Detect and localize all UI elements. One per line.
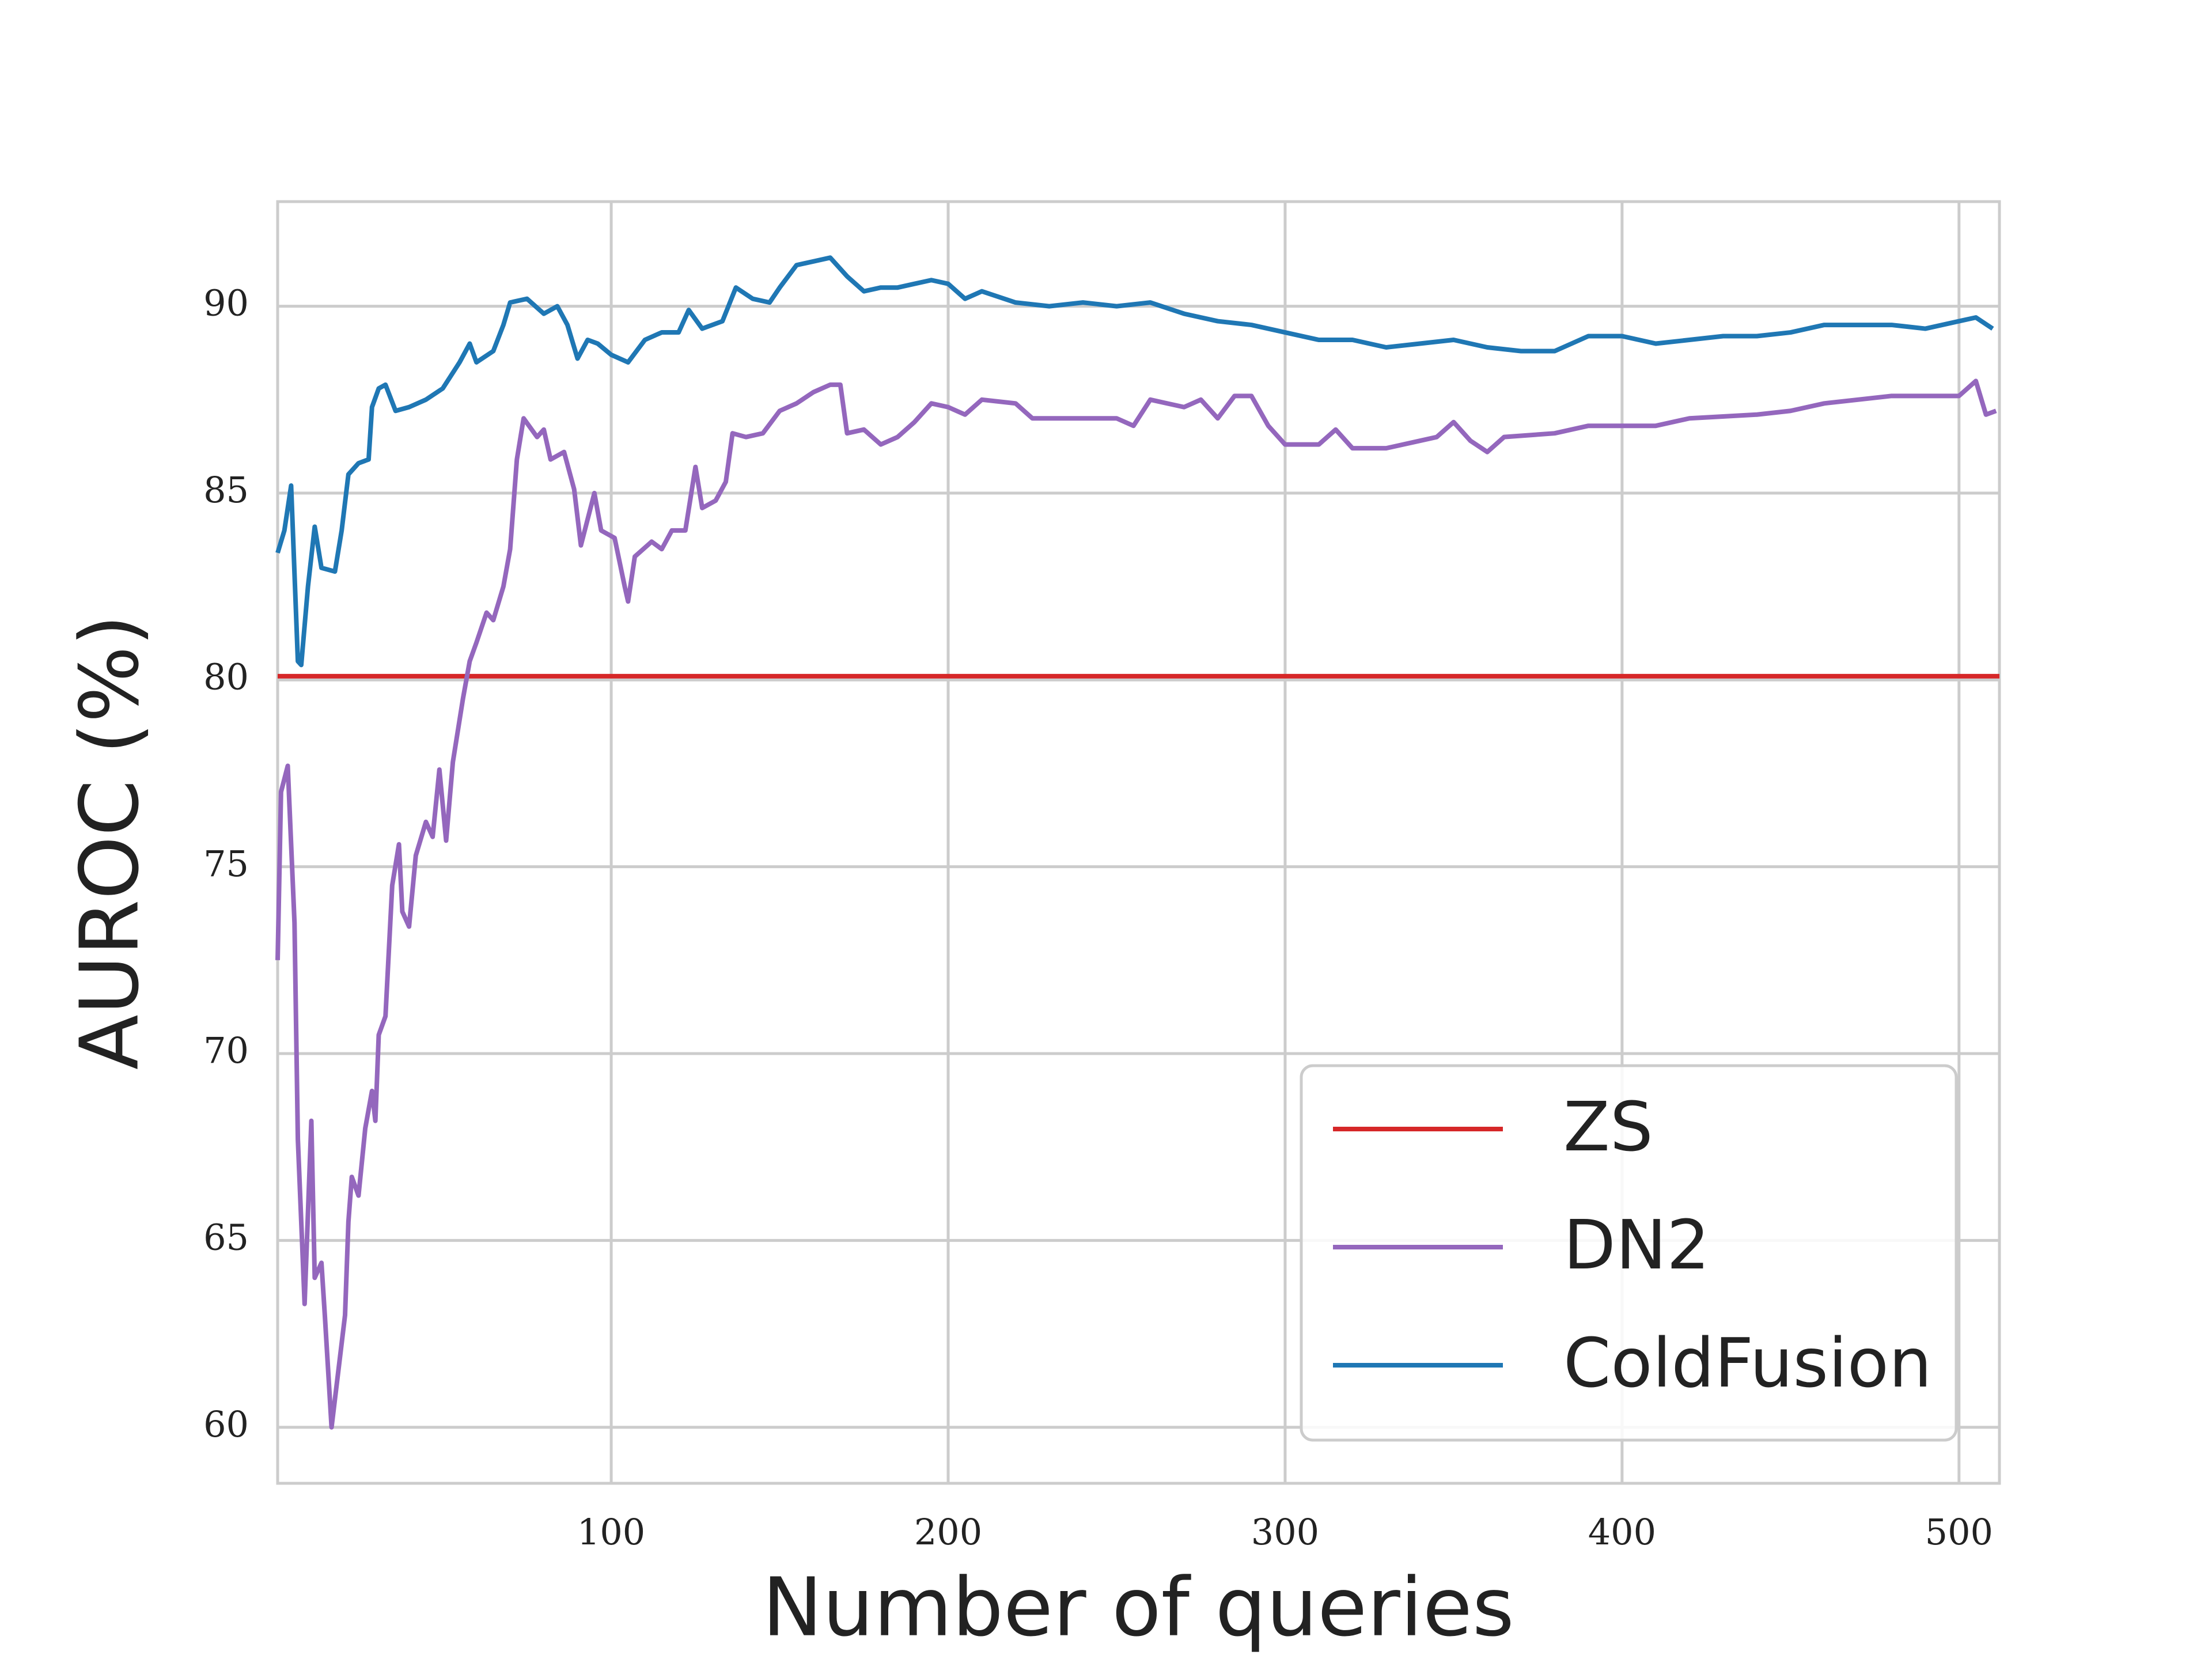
x-tick-label: 200 [914,1511,982,1553]
y-tick-label: 90 [203,282,249,324]
legend-box [1300,1064,1958,1442]
data-line [275,378,1997,1430]
data-line [275,255,1994,668]
y-tick-label: 85 [203,469,249,511]
x-tick-label: 300 [1251,1511,1319,1553]
x-tick-label: 500 [1925,1511,1993,1553]
y-tick-label: 70 [203,1029,249,1071]
plot-frame [276,200,2001,1485]
x-tick-label: 100 [577,1511,645,1553]
y-tick-label: 60 [203,1403,249,1445]
x-tick-label: 400 [1588,1511,1656,1553]
y-axis-label: AUROC (%) [63,615,157,1070]
y-tick-label: 65 [203,1216,249,1258]
legend-label: DN2 [1563,1205,1710,1285]
legend-label: ColdFusion [1563,1323,1932,1403]
legend-label: ZS [1563,1087,1653,1166]
y-tick-label: 75 [203,843,249,885]
y-tick-label: 80 [203,656,249,698]
x-axis-label: Number of queries [762,1561,1514,1655]
